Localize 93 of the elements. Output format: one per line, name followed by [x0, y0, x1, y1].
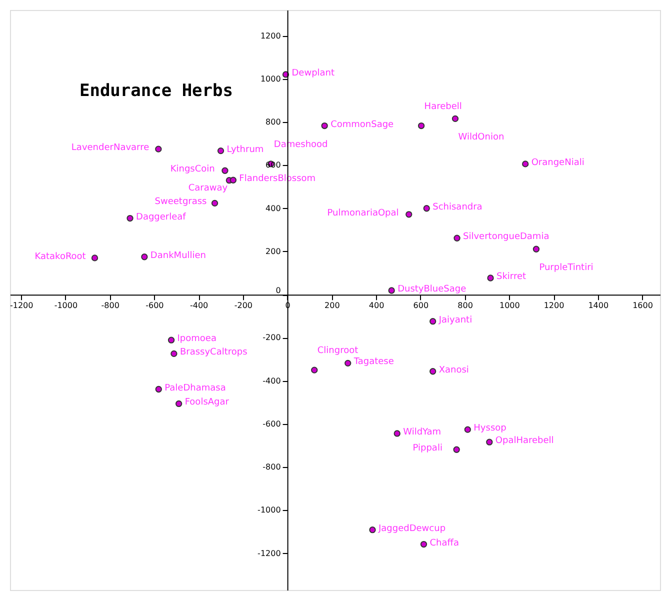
annotation: Pippali [412, 444, 442, 454]
point [452, 115, 459, 122]
x-tick-label: 1600 [632, 301, 653, 310]
x-tick-label: 200 [324, 301, 340, 310]
point [420, 540, 428, 548]
point [230, 176, 236, 184]
point [388, 287, 395, 294]
x-tick-label: -1200 [10, 301, 34, 310]
annotation: Daggerleaf [136, 212, 187, 222]
x-tick-label: 1000 [499, 301, 520, 310]
annotation: DankMullien [150, 250, 206, 261]
point [155, 146, 162, 152]
x-tick-label: 600 [413, 301, 429, 310]
annotation: FoolsAgar [184, 398, 230, 408]
y-tick-label: -1000 [258, 506, 281, 515]
annotation: Dewplant [292, 68, 336, 78]
point [126, 214, 134, 222]
point [522, 160, 529, 168]
annotation: JaggedDewcup [377, 524, 446, 534]
point [321, 122, 328, 130]
point [430, 368, 436, 375]
point [487, 274, 494, 282]
point [486, 438, 493, 446]
annotation: KatakoRoot [34, 252, 86, 262]
point [418, 122, 425, 130]
point [369, 526, 376, 534]
x-tick-label: -400 [190, 301, 208, 310]
annotation: OrangeNiali [531, 158, 584, 168]
y-tick-label: -600 [262, 419, 281, 428]
x-tick-label: -200 [234, 301, 253, 310]
text: Endurance Herbs [79, 81, 233, 101]
annotation: Caraway [188, 183, 228, 194]
annotation: WildOnion [458, 132, 504, 143]
annotation: PurpleTintiri [539, 263, 594, 274]
point [168, 336, 175, 344]
annotation: Sweetgrass [154, 197, 208, 208]
y-tick-label: -400 [262, 376, 281, 386]
x-tick-label: 400 [368, 301, 384, 310]
x-tick-label: -800 [101, 301, 120, 310]
y-tick-label: -800 [262, 462, 281, 472]
x-tick-label: 1400 [588, 301, 609, 310]
annotation: CommonSage [330, 120, 394, 130]
x-tick-label: 1200 [544, 301, 564, 310]
point [464, 426, 471, 433]
point [430, 318, 436, 325]
annotation: PulmonariaOpal [327, 208, 399, 218]
y-tick-label: 400 [266, 204, 281, 213]
point [394, 430, 400, 437]
y-tick-label: 1000 [260, 74, 281, 84]
annotation: Jaiyanti [438, 315, 472, 326]
annotation: LavenderNavarre [71, 143, 150, 154]
annotation: Clingroot [317, 346, 359, 356]
annotation: WildYam [403, 427, 442, 438]
y-tick-label: 0 [276, 286, 281, 296]
point [222, 167, 228, 174]
annotation: Chaffa [430, 538, 459, 548]
annotation: Lythrum [226, 144, 264, 155]
annotation: Skirret [496, 272, 527, 282]
annotation: DustyBlueSage [398, 284, 467, 295]
annotation: KingsCoin [170, 164, 215, 175]
x-tick-label: -1000 [54, 301, 78, 310]
point [423, 205, 430, 212]
y-tick-label: 600 [266, 160, 281, 170]
point [91, 254, 98, 262]
y-tick-label: -1200 [258, 548, 281, 558]
annotation: Hyssop [474, 424, 507, 434]
x-tick-label: 800 [458, 301, 473, 310]
annotation: PaleDhamasa [164, 383, 226, 394]
point [532, 246, 540, 252]
point [406, 211, 412, 218]
point [453, 446, 460, 453]
y-tick-label: 800 [266, 118, 281, 127]
y-tick-label: -200 [262, 333, 281, 342]
y-tick-label: 1200 [260, 31, 281, 40]
annotation: Schisandra [432, 202, 482, 212]
annotation: SilvertongueDamia [463, 232, 550, 242]
point [217, 147, 224, 154]
point [141, 254, 148, 260]
annotation: Ipomoea [177, 334, 216, 344]
point [454, 234, 460, 242]
annotation: OpalHarebell [495, 436, 554, 446]
annotation: Xanosi [438, 365, 469, 376]
point [170, 350, 178, 358]
annotation: Tagatese [352, 357, 394, 368]
annotation: BrassyCaltrops [180, 348, 248, 358]
point [344, 360, 352, 366]
point [311, 366, 318, 374]
point [155, 386, 162, 393]
y-tick-label: 200 [266, 246, 281, 256]
point [175, 400, 182, 408]
annotation: Harebell [424, 102, 462, 112]
x-tick-label: -600 [146, 301, 164, 310]
point [211, 200, 218, 207]
